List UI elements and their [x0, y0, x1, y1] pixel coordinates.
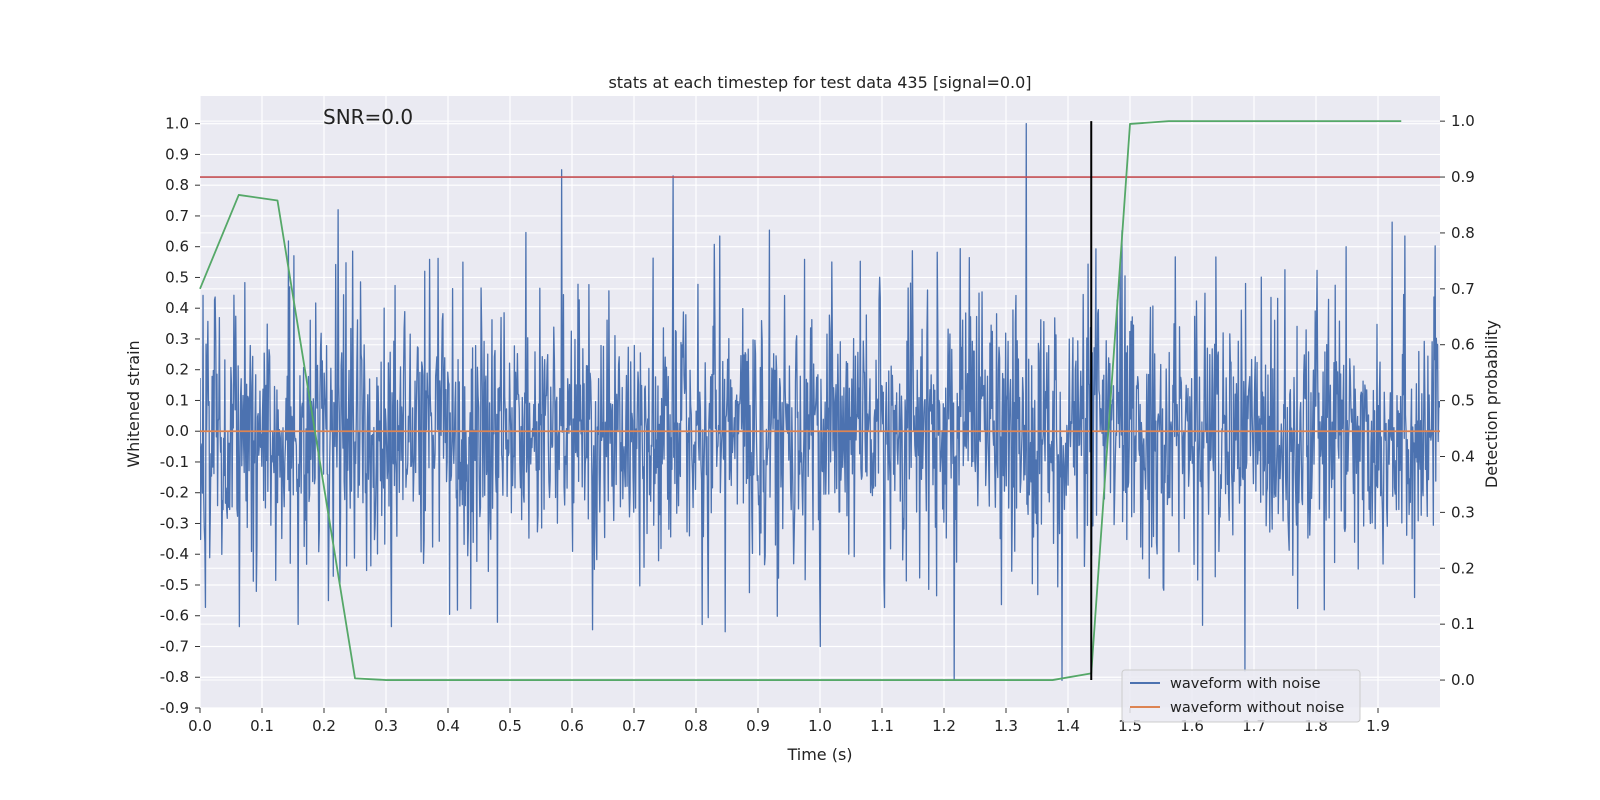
y2-tick-label: 0.5	[1451, 392, 1475, 410]
x-axis-label: Time (s)	[786, 745, 852, 764]
legend: waveform with noise waveform without noi…	[1121, 669, 1361, 723]
legend-label-waveform-without-noise: waveform without noise	[1170, 700, 1344, 716]
y-tick-label: -0.1	[160, 453, 189, 471]
y2-tick-label: 0.4	[1451, 447, 1475, 465]
y2-tick-label: 0.9	[1451, 168, 1475, 186]
x-tick-label: 0.9	[746, 717, 770, 735]
y2-tick-label: 0.7	[1451, 280, 1475, 298]
y-tick-label: 0.8	[165, 176, 189, 194]
x-tick-label: 1.4	[1056, 717, 1080, 735]
x-tick-label: 0.4	[436, 717, 460, 735]
x-tick-label: 0.1	[250, 717, 274, 735]
chart-title: stats at each timestep for test data 435…	[608, 73, 1031, 92]
y2-tick-label: 0.1	[1451, 615, 1475, 633]
series-waveform-with-noise	[200, 123, 1440, 681]
x-tick-label: 0.3	[374, 717, 398, 735]
y2-axis-ticks: 0.0 0.1 0.2 0.3 0.4 0.5 0.6 0.7 0.8 0.9 1.0	[1440, 112, 1475, 689]
y-tick-label: 0.0	[165, 422, 189, 440]
y-tick-label: 0.5	[165, 268, 189, 286]
detection-probability-line	[199, 120, 1402, 681]
x-tick-label: 1.1	[870, 717, 894, 735]
y2-tick-label: 0.8	[1451, 224, 1475, 242]
y-tick-label: -0.3	[160, 514, 189, 532]
y2-tick-label: 0.3	[1451, 503, 1475, 521]
y-tick-label: -0.5	[160, 576, 189, 594]
y-tick-label: -0.9	[160, 699, 189, 717]
x-tick-label: 0.2	[312, 717, 336, 735]
y2-tick-label: 1.0	[1451, 112, 1475, 130]
y-tick-label: 1.0	[165, 115, 189, 133]
y2-tick-label: 0.6	[1451, 336, 1475, 354]
y-axis-label: Whitened strain	[124, 340, 143, 467]
x-tick-label: 1.3	[994, 717, 1018, 735]
x-tick-label: 1.0	[808, 717, 832, 735]
y-tick-label: 0.9	[165, 145, 189, 163]
y-tick-label: 0.3	[165, 330, 189, 348]
x-tick-label: 0.0	[188, 717, 212, 735]
y2-tick-label: 0.2	[1451, 559, 1475, 577]
x-tick-label: 0.5	[498, 717, 522, 735]
snr-annotation: SNR=0.0	[323, 105, 413, 129]
x-tick-label: 0.8	[684, 717, 708, 735]
y-tick-label: -0.4	[160, 545, 189, 563]
other-series	[199, 120, 1440, 681]
y-tick-label: 0.1	[165, 391, 189, 409]
y2-axis-label: Detection probability	[1482, 320, 1501, 488]
x-tick-label: 1.9	[1366, 717, 1390, 735]
y-tick-label: 0.4	[165, 299, 189, 317]
legend-label-waveform-with-noise: waveform with noise	[1170, 676, 1321, 692]
y-tick-label: -0.2	[160, 484, 189, 502]
x-tick-label: 1.2	[932, 717, 956, 735]
x-tick-label: 0.7	[622, 717, 646, 735]
y-tick-label: 0.7	[165, 207, 189, 225]
waveform-with-noise-line	[200, 123, 1440, 681]
y-tick-label: 0.6	[165, 238, 189, 256]
legend-box	[1121, 669, 1361, 723]
y-tick-label: -0.6	[160, 607, 189, 625]
y-tick-label: -0.7	[160, 637, 189, 655]
x-tick-label: 0.6	[560, 717, 584, 735]
y-tick-label: 0.2	[165, 361, 189, 379]
y-axis-ticks: -0.9 -0.8 -0.7 -0.6 -0.5 -0.4 -0.3 -0.2 -0.1 0.0 0…	[160, 115, 200, 717]
y-tick-label: -0.8	[160, 668, 189, 686]
y2-tick-label: 0.0	[1451, 671, 1475, 689]
